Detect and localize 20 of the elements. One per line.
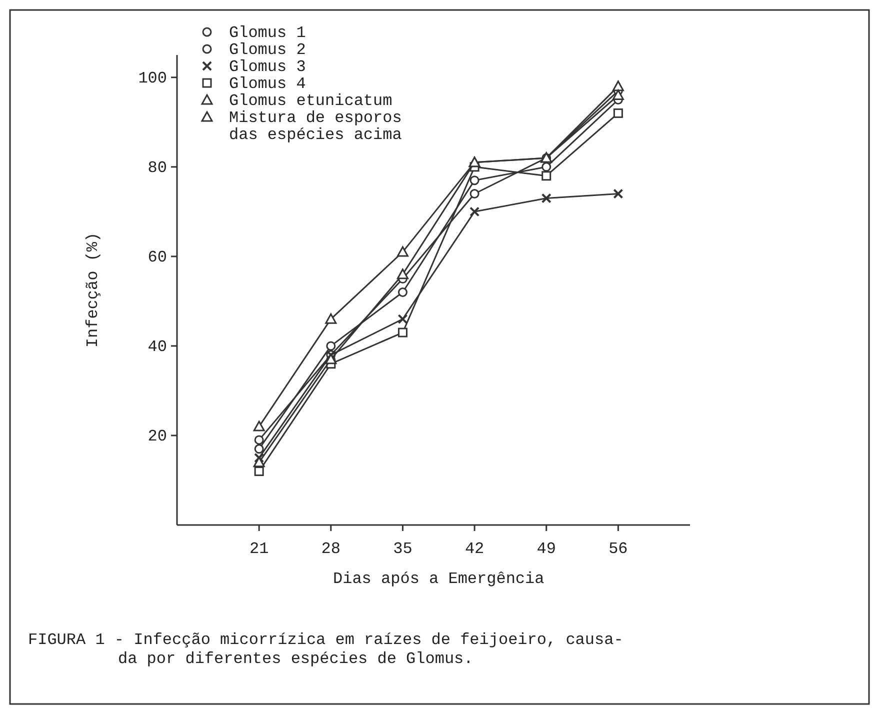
legend-label: Mistura de esporos das espécies acima [229, 109, 402, 144]
legend-label: Glomus 3 [229, 58, 306, 76]
x-tick-label: 21 [249, 540, 269, 558]
x-tick-label: 28 [321, 540, 340, 558]
y-axis-title: Infecção (%) [84, 232, 102, 348]
legend-label: Glomus 1 [229, 24, 306, 42]
y-tick-label: 100 [138, 69, 167, 88]
legend-label: Glomus etunicatum [229, 92, 392, 110]
x-axis-title: Dias após a Emergência [333, 570, 545, 588]
x-tick-label: 42 [464, 540, 484, 558]
text: FIGURA 1 - Infecção micorrízica em raízes de feijoeiro, causa- da por diferentes espécies de Glomus. [28, 631, 624, 668]
x-tick-label: 56 [608, 540, 628, 558]
y-tick-label: 80 [148, 158, 167, 177]
y-tick-label: 60 [148, 248, 167, 266]
legend-label: Glomus 4 [229, 75, 306, 93]
legend-label: Glomus 2 [229, 41, 306, 59]
x-tick-label: 49 [536, 540, 556, 558]
x-tick-label: 35 [393, 540, 412, 558]
y-tick-label: 40 [148, 338, 167, 356]
y-tick-label: 20 [148, 427, 167, 446]
